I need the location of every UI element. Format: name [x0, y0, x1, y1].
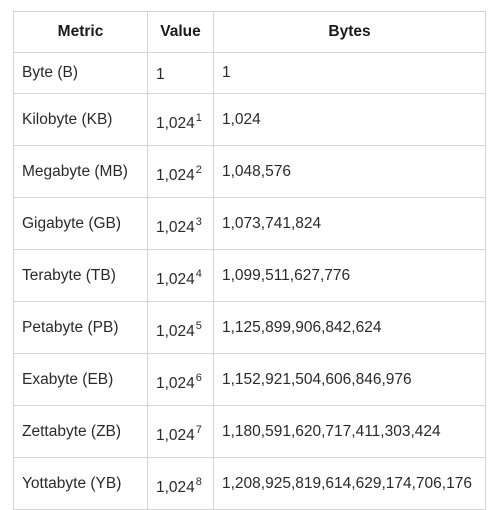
table-row: Byte (B) 1 1: [13, 52, 486, 94]
value-cell: 1,0245: [147, 301, 214, 354]
value-exponent: 4: [195, 268, 202, 280]
value-exponent: 7: [195, 424, 202, 436]
value-base: 1,024: [156, 427, 195, 444]
metric-cell: Petabyte (PB): [13, 301, 148, 354]
metric-cell: Megabyte (MB): [13, 145, 148, 198]
bytes-cell: 1,048,576: [213, 145, 486, 198]
units-table: Metric Value Bytes Byte (B) 1 1 Kilobyte…: [13, 11, 486, 510]
metric-cell: Kilobyte (KB): [13, 93, 148, 146]
value-base: 1,024: [156, 115, 195, 132]
table-row: Gigabyte (GB) 1,0243 1,073,741,824: [13, 197, 486, 250]
header-metric: Metric: [13, 11, 148, 53]
table-row: Megabyte (MB) 1,0242 1,048,576: [13, 145, 486, 198]
value-base: 1,024: [156, 479, 195, 496]
value-base: 1,024: [156, 167, 195, 184]
bytes-cell: 1,208,925,819,614,629,174,706,176: [213, 457, 486, 510]
table-row: Kilobyte (KB) 1,0241 1,024: [13, 93, 486, 146]
metric-cell: Gigabyte (GB): [13, 197, 148, 250]
metric-cell: Yottabyte (YB): [13, 457, 148, 510]
value-cell: 1,0243: [147, 197, 214, 250]
value-base: 1,024: [156, 271, 195, 288]
value-cell: 1,0241: [147, 93, 214, 146]
metric-cell: Exabyte (EB): [13, 353, 148, 406]
table-row: Exabyte (EB) 1,0246 1,152,921,504,606,84…: [13, 353, 486, 406]
bytes-cell: 1: [213, 52, 486, 94]
header-bytes: Bytes: [213, 11, 486, 53]
value-exponent: 1: [195, 112, 202, 124]
table-row: Yottabyte (YB) 1,0248 1,208,925,819,614,…: [13, 457, 486, 510]
bytes-cell: 1,099,511,627,776: [213, 249, 486, 302]
value-base: 1,024: [156, 323, 195, 340]
value-cell: 1,0244: [147, 249, 214, 302]
metric-cell: Zettabyte (ZB): [13, 405, 148, 458]
value-base: 1: [156, 65, 165, 83]
table-body: Byte (B) 1 1 Kilobyte (KB) 1,0241 1,024 …: [13, 52, 486, 510]
bytes-cell: 1,152,921,504,606,846,976: [213, 353, 486, 406]
value-exponent: 2: [195, 164, 202, 176]
value-exponent: 6: [195, 372, 202, 384]
value-cell: 1,0242: [147, 145, 214, 198]
metric-cell: Byte (B): [13, 52, 148, 94]
header-row: Metric Value Bytes: [13, 11, 486, 53]
bytes-cell: 1,125,899,906,842,624: [213, 301, 486, 354]
value-cell: 1,0247: [147, 405, 214, 458]
bytes-cell: 1,073,741,824: [213, 197, 486, 250]
value-base: 1,024: [156, 219, 195, 236]
metric-cell: Terabyte (TB): [13, 249, 148, 302]
bytes-cell: 1,024: [213, 93, 486, 146]
value-cell: 1,0248: [147, 457, 214, 510]
table-row: Petabyte (PB) 1,0245 1,125,899,906,842,6…: [13, 301, 486, 354]
value-exponent: 5: [195, 320, 202, 332]
header-value: Value: [147, 11, 214, 53]
value-exponent: 8: [195, 476, 202, 488]
value-cell: 1: [147, 52, 214, 94]
table-row: Zettabyte (ZB) 1,0247 1,180,591,620,717,…: [13, 405, 486, 458]
value-cell: 1,0246: [147, 353, 214, 406]
value-base: 1,024: [156, 375, 195, 392]
table-row: Terabyte (TB) 1,0244 1,099,511,627,776: [13, 249, 486, 302]
bytes-cell: 1,180,591,620,717,411,303,424: [213, 405, 486, 458]
value-exponent: 3: [195, 216, 202, 228]
